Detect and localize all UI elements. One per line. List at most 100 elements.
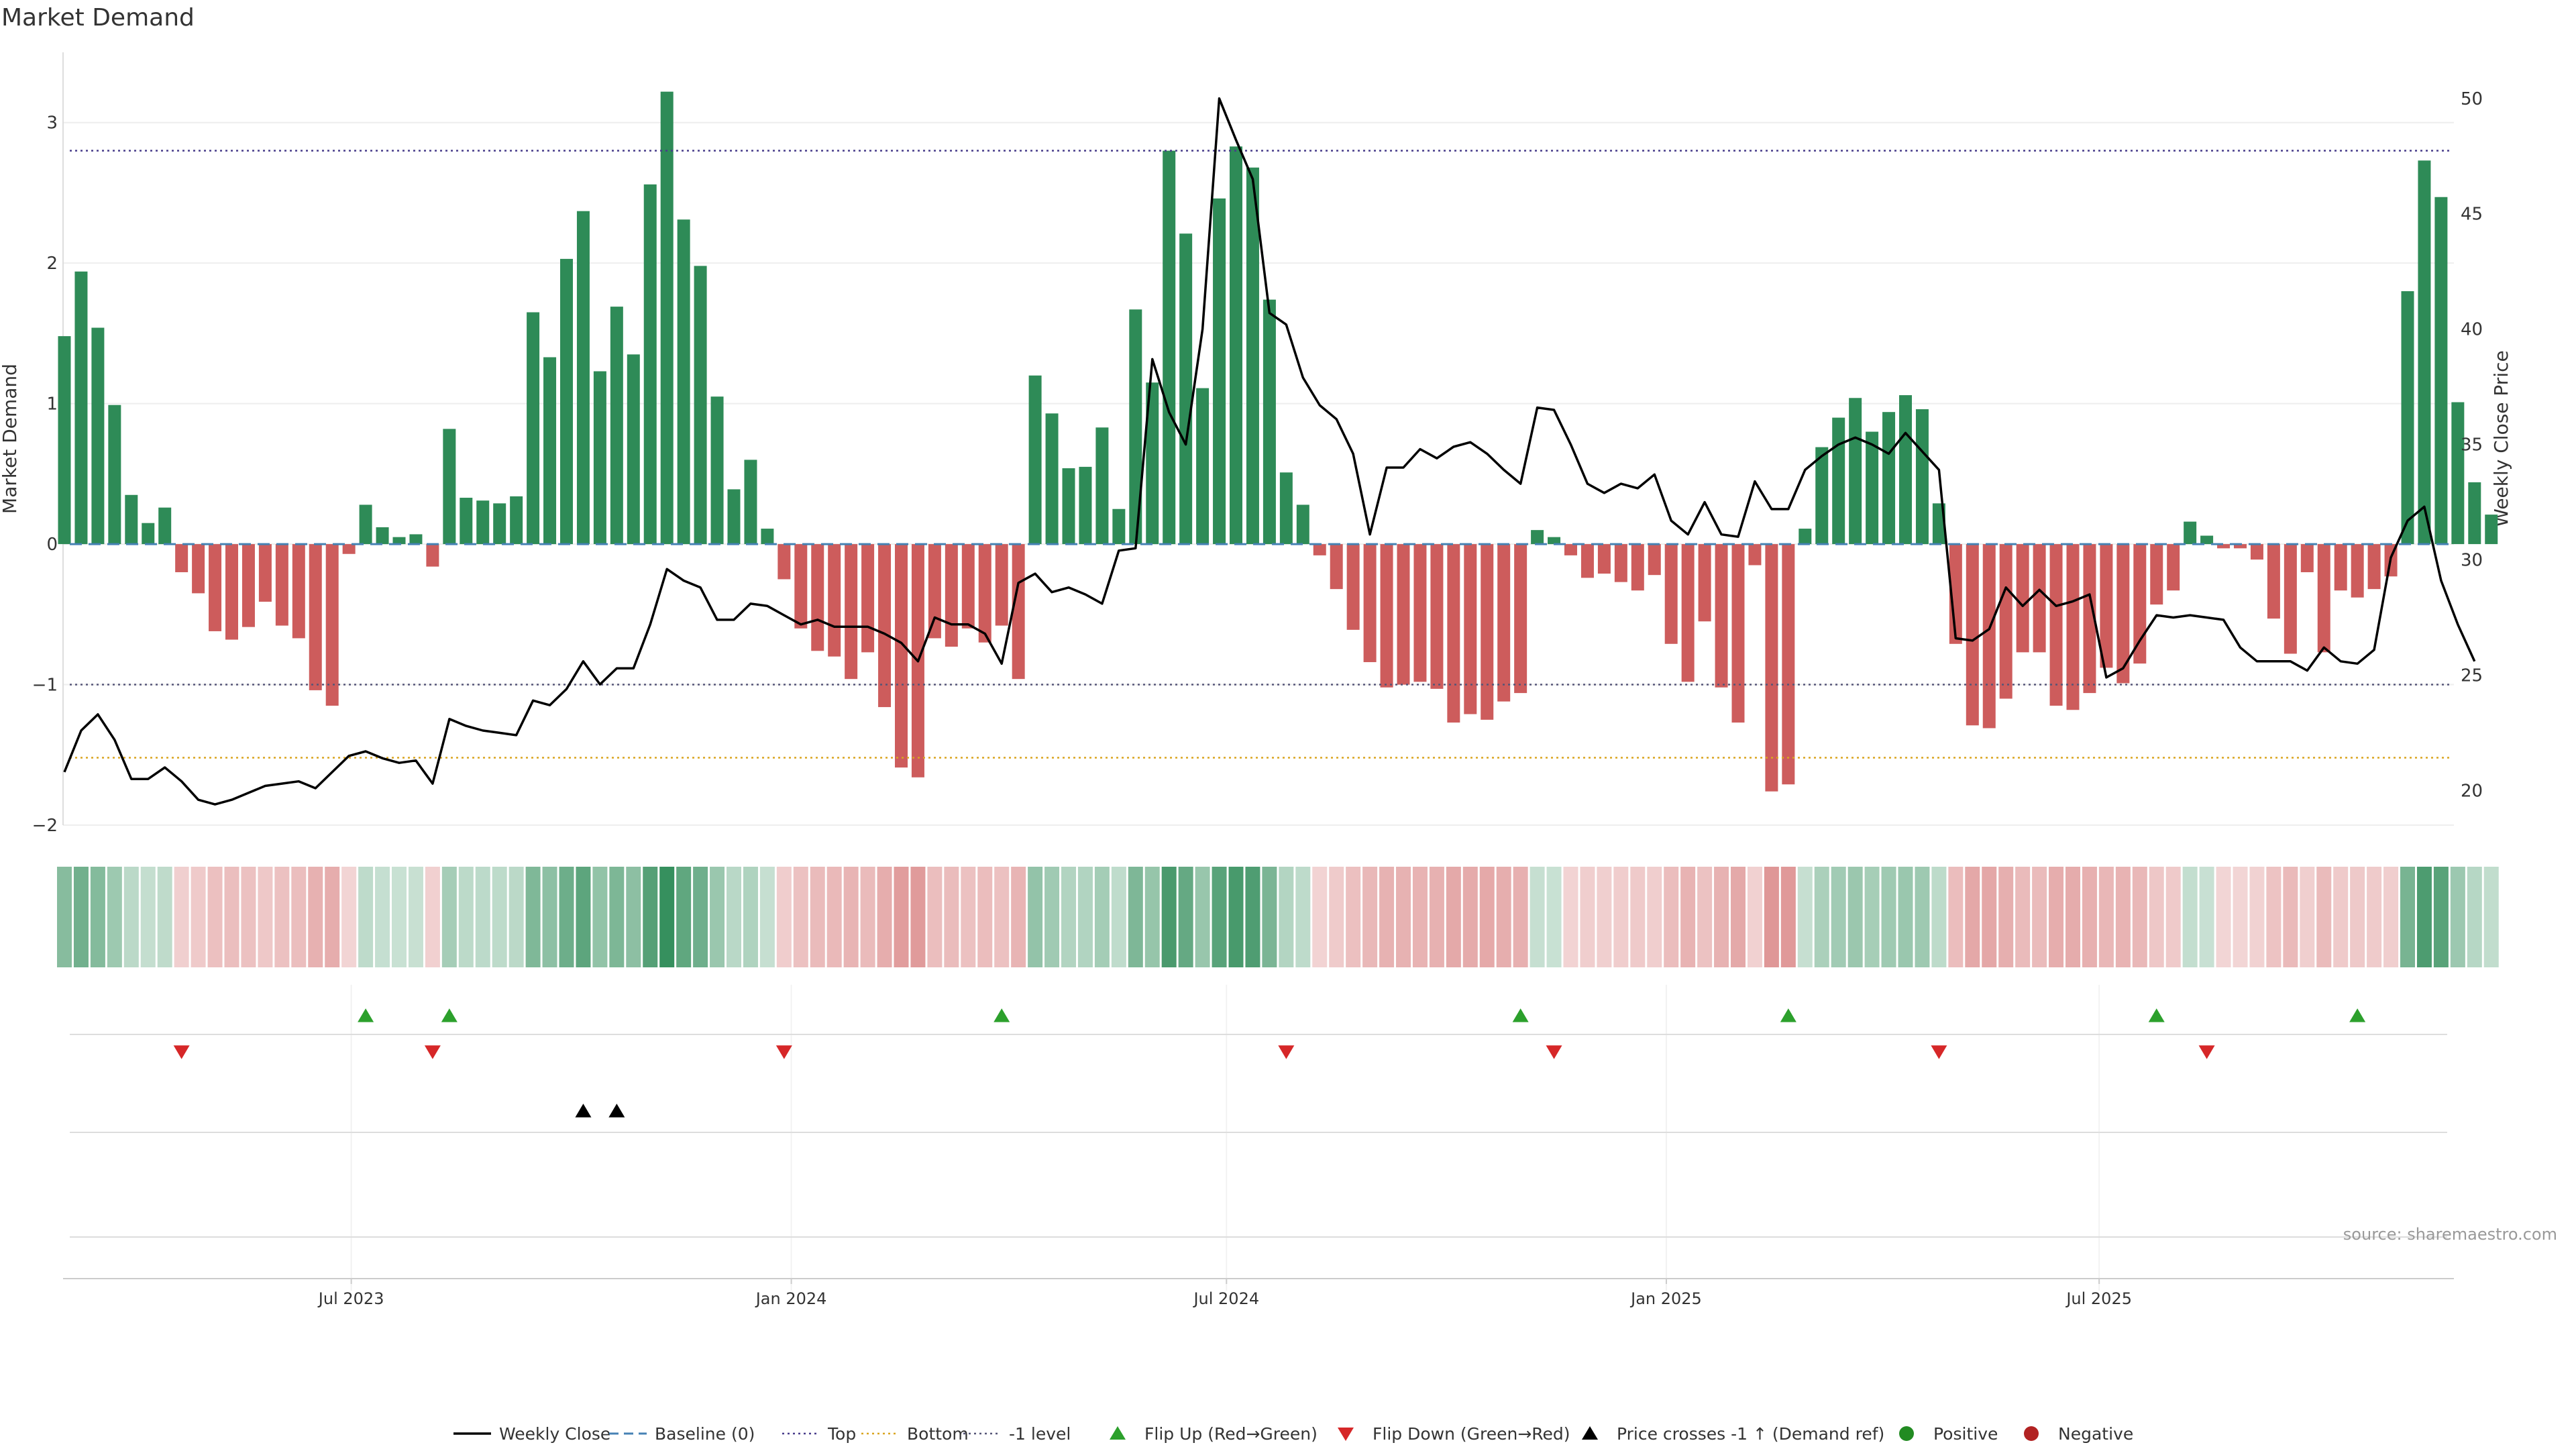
demand-heat-strip (57, 867, 2499, 967)
demand-bar-negative (878, 544, 892, 708)
heat-cell (1462, 867, 1478, 967)
demand-bar-positive (58, 336, 71, 545)
legend-label: -1 level (1009, 1424, 1071, 1444)
demand-bar-positive (761, 529, 774, 545)
demand-bar-negative (309, 544, 322, 690)
y2-tick-label: 30 (2461, 551, 2483, 571)
heat-cell (1814, 867, 1829, 967)
y2-tick-label: 35 (2461, 435, 2483, 455)
y2-tick-label: 40 (2461, 320, 2483, 340)
heat-cell (1245, 867, 1260, 967)
heat-cell (860, 867, 875, 967)
demand-bar-negative (2116, 544, 2130, 684)
heat-cell (475, 867, 490, 967)
heat-cell (609, 867, 625, 967)
heat-cell (1379, 867, 1395, 967)
heat-cell (375, 867, 390, 967)
demand-bar-positive (527, 312, 540, 545)
heat-cell (743, 867, 758, 967)
event-markers (70, 1008, 2447, 1238)
demand-bar-positive (1849, 398, 1862, 545)
demand-bar-positive (1213, 198, 1226, 545)
heat-cell (1028, 867, 1043, 967)
demand-bar-negative (275, 544, 288, 626)
heat-cell (643, 867, 658, 967)
demand-bar-negative (1380, 544, 1393, 688)
heat-cell (2450, 867, 2465, 967)
y-tick-label: −2 (32, 816, 58, 836)
demand-bar-negative (1715, 544, 1728, 688)
heat-cell (1077, 867, 1093, 967)
heat-cell (1329, 867, 1344, 967)
heat-cell (325, 867, 340, 967)
heat-cell (258, 867, 273, 967)
demand-bar-positive (694, 266, 707, 545)
heat-cell (274, 867, 290, 967)
y2-tick-label: 50 (2461, 89, 2483, 109)
heat-cell (1664, 867, 1679, 967)
heat-cell (1714, 867, 1729, 967)
heat-cell (2065, 867, 2080, 967)
demand-bar-negative (1481, 544, 1494, 720)
heat-cell (1212, 867, 1227, 967)
heat-cell (2383, 867, 2399, 967)
flip-down-marker (775, 1045, 792, 1059)
demand-bar-positive (660, 91, 674, 545)
demand-bar-negative (978, 544, 991, 643)
demand-bar-positive (710, 396, 724, 545)
heat-cell (1178, 867, 1193, 967)
demand-bar-positive (560, 258, 573, 545)
heat-cell (191, 867, 206, 967)
demand-bar-negative (794, 544, 808, 629)
heat-cell (1847, 867, 1863, 967)
demand-bar-positive (1815, 447, 1829, 545)
heat-cell (2115, 867, 2131, 967)
y2-axis-label: Weekly Close Price (2490, 350, 2512, 527)
heat-cell (1128, 867, 1143, 967)
heat-cell (1881, 867, 1896, 967)
demand-bar-negative (928, 544, 941, 639)
demand-bar-positive (627, 354, 640, 545)
legend-label: Price crosses -1 ↑ (Demand ref) (1617, 1424, 1884, 1444)
heat-cell (2082, 867, 2097, 967)
heat-cell (1680, 867, 1696, 967)
demand-bar-negative (1648, 544, 1661, 576)
flip-up-marker (2148, 1008, 2165, 1022)
demand-bar-negative (1497, 544, 1511, 702)
demand-bar-negative (1765, 544, 1778, 792)
demand-bar-negative (2066, 544, 2080, 710)
x-axis-ticks: Jul 2023 Jan 2024 Jul 2024 Jan 2025 Jul 2025 (63, 1278, 2454, 1308)
heat-cell (107, 867, 122, 967)
heat-cell (2333, 867, 2349, 967)
flip-down-marker (1546, 1045, 1562, 1059)
demand-bar-negative (811, 544, 824, 651)
flip-up-marker (994, 1008, 1010, 1022)
demand-bar-positive (1296, 504, 1309, 545)
heat-cell (1279, 867, 1294, 967)
heat-cell (1915, 867, 1930, 967)
demand-bar-positive (2200, 535, 2214, 545)
heat-cell (1898, 867, 1913, 967)
heat-cell (977, 867, 993, 967)
heat-cell (1144, 867, 1160, 967)
flip-down-marker (1278, 1045, 1295, 1059)
demand-bar-negative (2150, 544, 2163, 605)
heat-cell (2433, 867, 2449, 967)
heat-cell (358, 867, 374, 967)
heat-cell (1228, 867, 1244, 967)
legend: Weekly Close Baseline (0) Top Bottom -1 leve… (453, 1424, 2133, 1444)
demand-bar-negative (861, 544, 875, 653)
heat-cell (207, 867, 223, 967)
demand-bar-negative (1631, 544, 1644, 591)
heat-cell (1529, 867, 1545, 967)
demand-bar-positive (2451, 402, 2465, 545)
legend-label: Bottom (907, 1424, 969, 1444)
demand-bar-negative (2250, 544, 2263, 560)
demand-bar-negative (209, 544, 222, 631)
x-tick-label: Jan 2025 (1629, 1289, 1702, 1308)
demand-bar-negative (1731, 544, 1745, 723)
demand-bar-negative (2334, 544, 2347, 591)
demand-bar-positive (1079, 466, 1092, 545)
heat-cell (224, 867, 239, 967)
heat-cell (2483, 867, 2499, 967)
